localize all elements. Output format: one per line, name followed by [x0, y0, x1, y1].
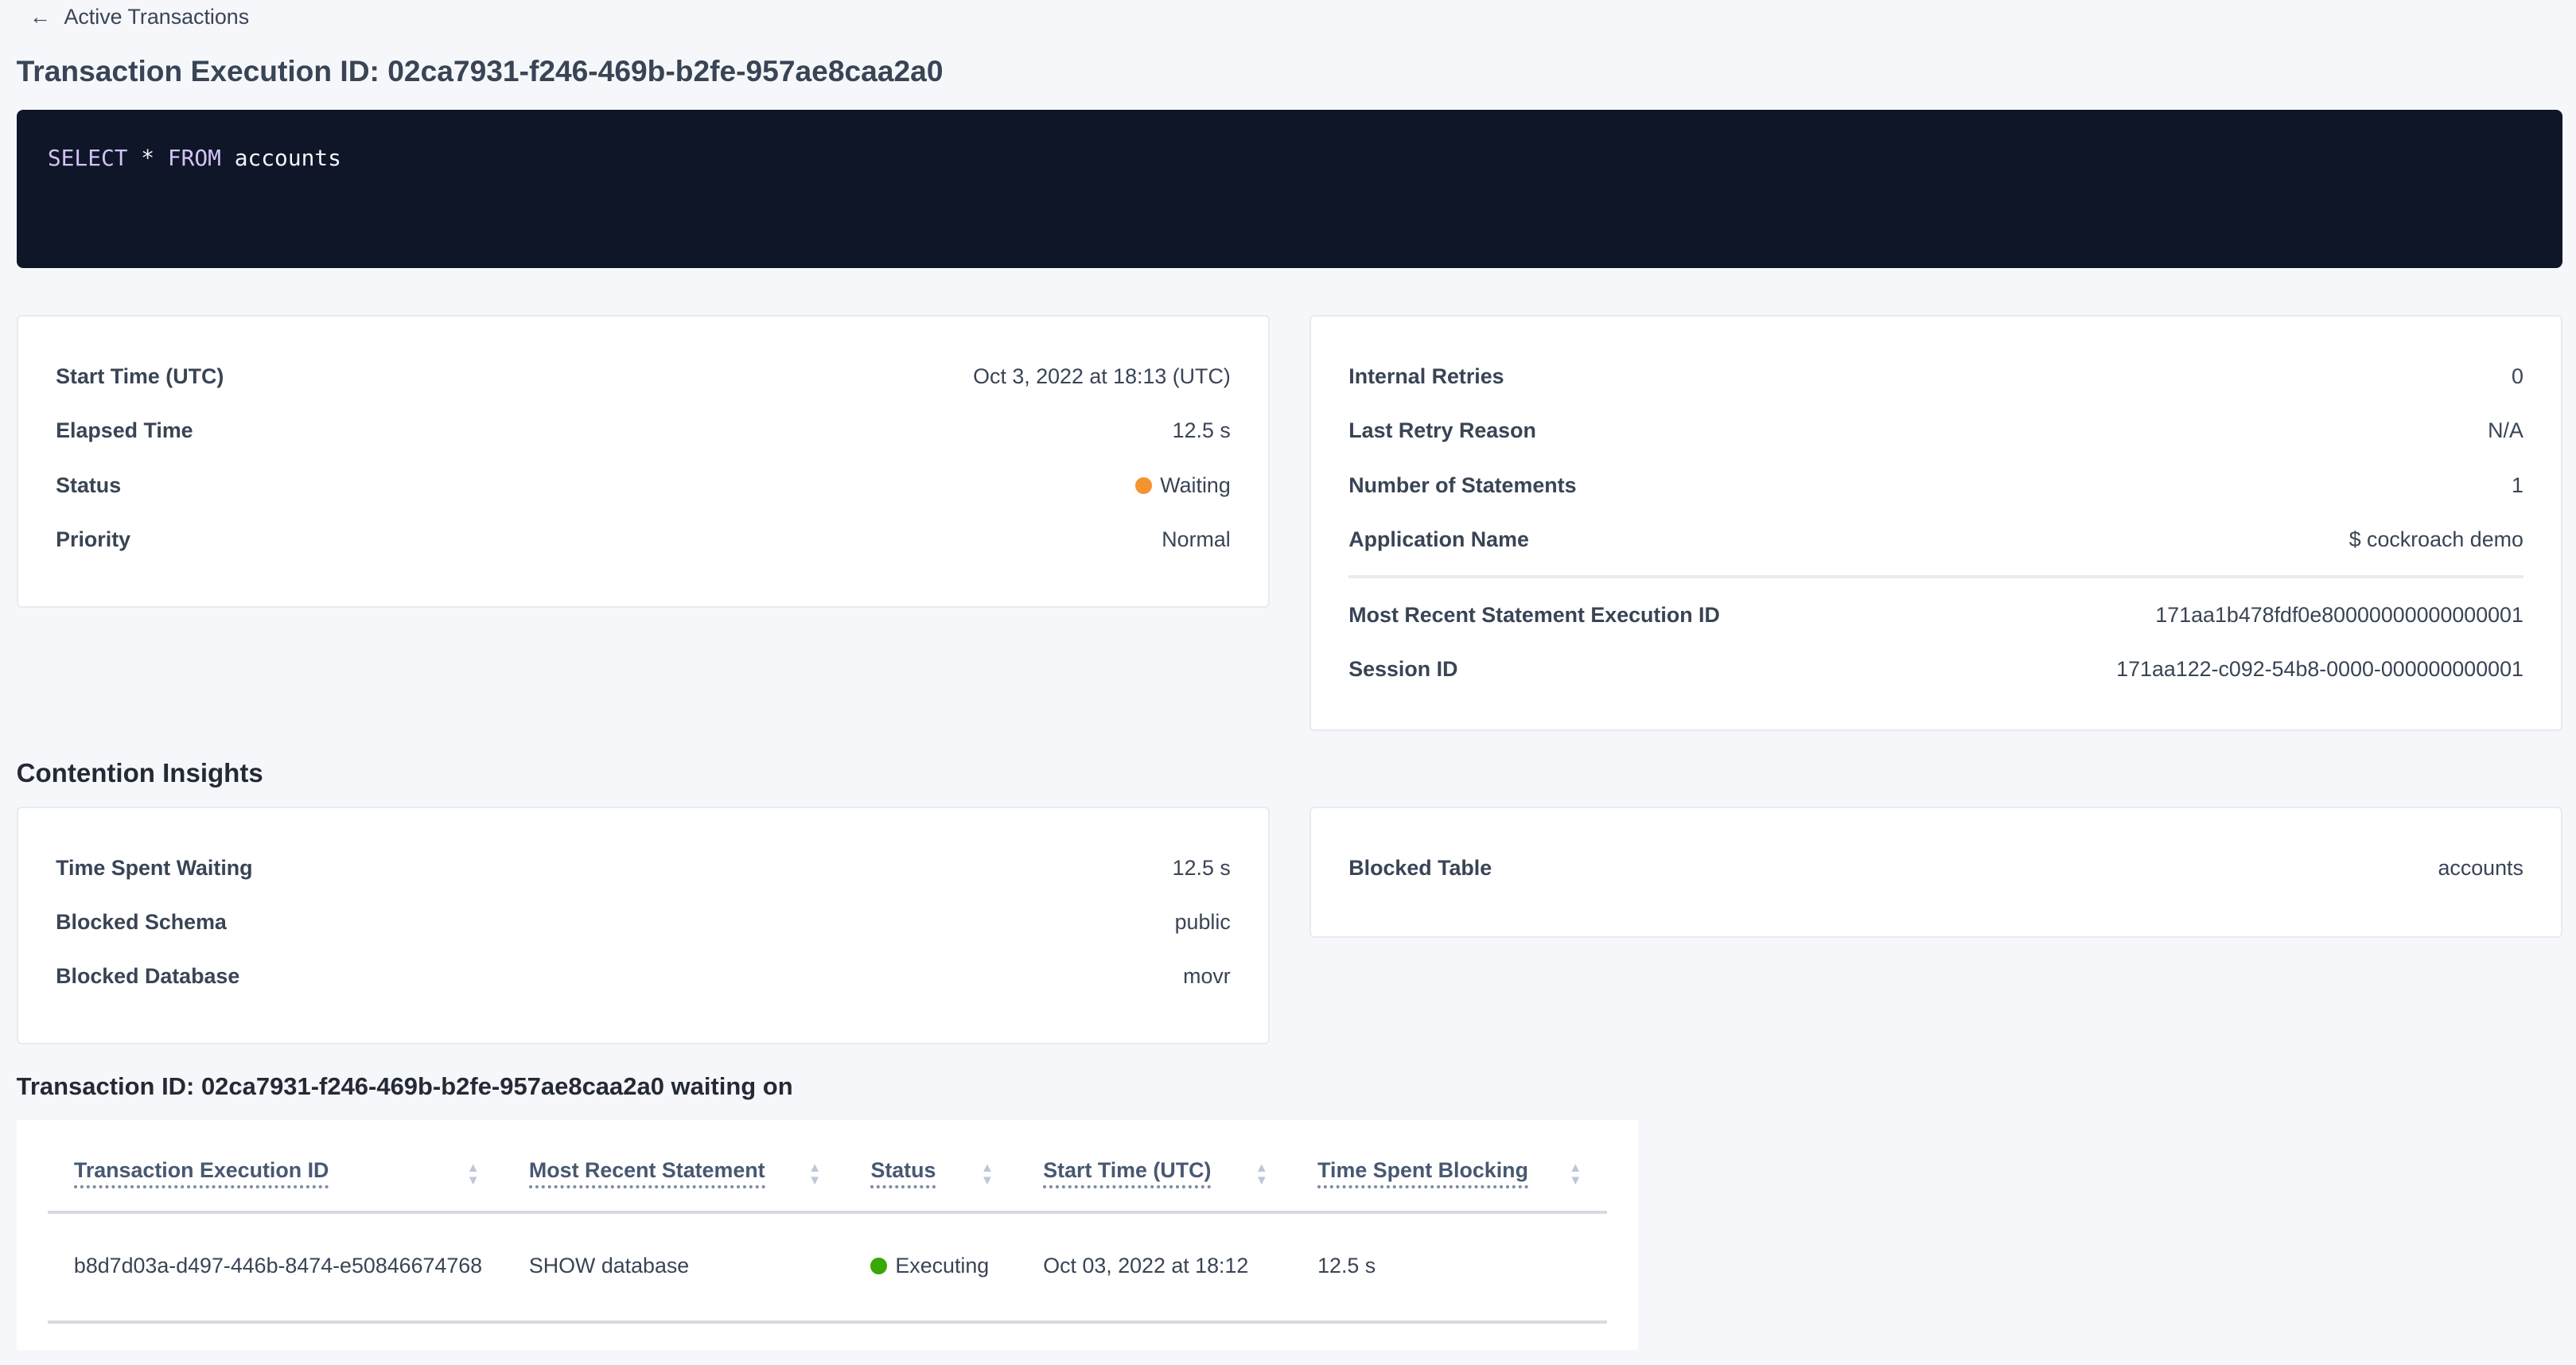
detail-row: Elapsed Time 12.5 s	[56, 404, 1231, 458]
detail-label: Priority	[56, 527, 131, 551]
blocking-transactions-table: Transaction Execution ID ▲ ▼ Most Recent …	[16, 1120, 1638, 1351]
detail-value: 12.5 s	[1172, 855, 1231, 880]
column-header-most-recent-statement[interactable]: Most Recent Statement	[528, 1157, 765, 1188]
detail-row: Priority Normal	[56, 512, 1231, 566]
detail-value: 1	[2511, 472, 2523, 497]
session-id-link[interactable]: 171aa122-c092-54b8-0000-000000000001	[2116, 656, 2523, 681]
contention-right-card: Blocked Table accounts	[1309, 806, 2563, 939]
detail-label: Application Name	[1348, 527, 1529, 551]
detail-row: Time Spent Waiting 12.5 s	[56, 841, 1231, 895]
detail-row: Blocked Table accounts	[1348, 841, 2523, 895]
column-header-start-time[interactable]: Start Time (UTC)	[1043, 1157, 1212, 1188]
detail-row: Blocked Database movr	[56, 949, 1231, 1003]
detail-value: 0	[2511, 364, 2523, 389]
detail-value: Oct 3, 2022 at 18:13 (UTC)	[973, 364, 1231, 389]
detail-label: Session ID	[1348, 656, 1458, 681]
statement-execution-id-link[interactable]: 171aa1b478fdf0e80000000000000001	[2155, 602, 2523, 627]
detail-label: Number of Statements	[1348, 472, 1577, 497]
waiting-on-heading: Transaction ID: 02ca7931-f246-469b-b2fe-…	[16, 1072, 793, 1101]
detail-value: movr	[1183, 964, 1231, 989]
detail-row: Number of Statements 1	[1348, 458, 2523, 512]
cell-most-recent-statement: SHOW database	[528, 1253, 690, 1278]
detail-value: 12.5 s	[1172, 418, 1231, 443]
detail-value: accounts	[2438, 855, 2523, 880]
detail-row: Blocked Schema public	[56, 895, 1231, 949]
arrow-left-icon: ←	[29, 5, 51, 29]
transaction-meta-card: Internal Retries 0 Last Retry Reason N/A N…	[1309, 315, 2563, 731]
contention-insights-heading: Contention Insights	[16, 759, 263, 789]
sort-icon[interactable]: ▲ ▼	[807, 1159, 822, 1188]
detail-row: Most Recent Statement Execution ID 171aa1…	[1348, 588, 2523, 642]
detail-row: Last Retry Reason N/A	[1348, 404, 2523, 458]
transaction-details-card: Start Time (UTC) Oct 3, 2022 at 18:13 (UT…	[16, 315, 1270, 609]
detail-label: Internal Retries	[1348, 364, 1504, 389]
page-title: Transaction Execution ID: 02ca7931-f246-…	[16, 54, 944, 88]
status-badge: Waiting	[1135, 472, 1231, 498]
detail-value: $ cockroach demo	[2348, 527, 2523, 551]
column-header-time-spent-blocking[interactable]: Time Spent Blocking	[1317, 1157, 1528, 1188]
detail-row: Internal Retries 0	[1348, 350, 2523, 404]
sql-table: accounts	[234, 144, 341, 171]
sql-code-block: SELECT * FROM accounts	[16, 110, 2563, 268]
table-header: Transaction Execution ID ▲ ▼ Most Recent …	[47, 1153, 1607, 1214]
divider	[1348, 574, 2523, 578]
sort-icon[interactable]: ▲ ▼	[466, 1159, 480, 1188]
detail-label: Last Retry Reason	[1348, 418, 1536, 443]
sort-icon[interactable]: ▲ ▼	[1255, 1159, 1268, 1188]
column-header-status[interactable]: Status	[870, 1157, 936, 1188]
detail-row: Start Time (UTC) Oct 3, 2022 at 18:13 (UT…	[56, 350, 1231, 404]
sql-keyword: FROM	[167, 144, 221, 171]
detail-row: Application Name $ cockroach demo	[1348, 512, 2523, 566]
detail-label: Start Time (UTC)	[56, 364, 224, 389]
detail-label: Blocked Schema	[56, 909, 227, 934]
detail-label: Elapsed Time	[56, 418, 193, 443]
column-header-transaction-execution-id[interactable]: Transaction Execution ID	[73, 1157, 329, 1188]
cell-transaction-execution-id: b8d7d03a-d497-446b-8474-e50846674768	[73, 1253, 483, 1278]
sort-icon[interactable]: ▲ ▼	[1569, 1159, 1582, 1188]
status-text: Executing	[895, 1253, 990, 1278]
detail-label: Status	[56, 472, 122, 497]
sort-icon[interactable]: ▲ ▼	[980, 1159, 994, 1188]
detail-row: Session ID 171aa122-c092-54b8-0000-000000…	[1348, 642, 2523, 696]
detail-label: Blocked Table	[1348, 855, 1492, 880]
sql-star: *	[141, 144, 155, 171]
detail-value: public	[1174, 909, 1231, 934]
table-row[interactable]: b8d7d03a-d497-446b-8474-e50846674768 SHO…	[47, 1214, 1607, 1324]
back-link-active-transactions[interactable]: ← Active Transactions	[29, 5, 250, 29]
cell-start-time: Oct 03, 2022 at 18:12	[1043, 1253, 1249, 1278]
contention-left-card: Time Spent Waiting 12.5 s Blocked Schema p…	[16, 806, 1270, 1045]
detail-value: N/A	[2488, 418, 2523, 443]
status-dot-icon	[870, 1258, 888, 1274]
cell-status: Executing	[870, 1254, 989, 1278]
sql-keyword: SELECT	[47, 144, 128, 171]
detail-label: Time Spent Waiting	[56, 855, 253, 880]
cell-time-spent-blocking: 12.5 s	[1317, 1253, 1376, 1278]
detail-row: Status Waiting	[56, 458, 1231, 512]
status-text: Waiting	[1160, 472, 1231, 497]
detail-label: Most Recent Statement Execution ID	[1348, 602, 1720, 627]
status-dot-icon	[1135, 477, 1152, 494]
detail-value: Normal	[1162, 527, 1231, 551]
detail-label: Blocked Database	[56, 964, 240, 989]
